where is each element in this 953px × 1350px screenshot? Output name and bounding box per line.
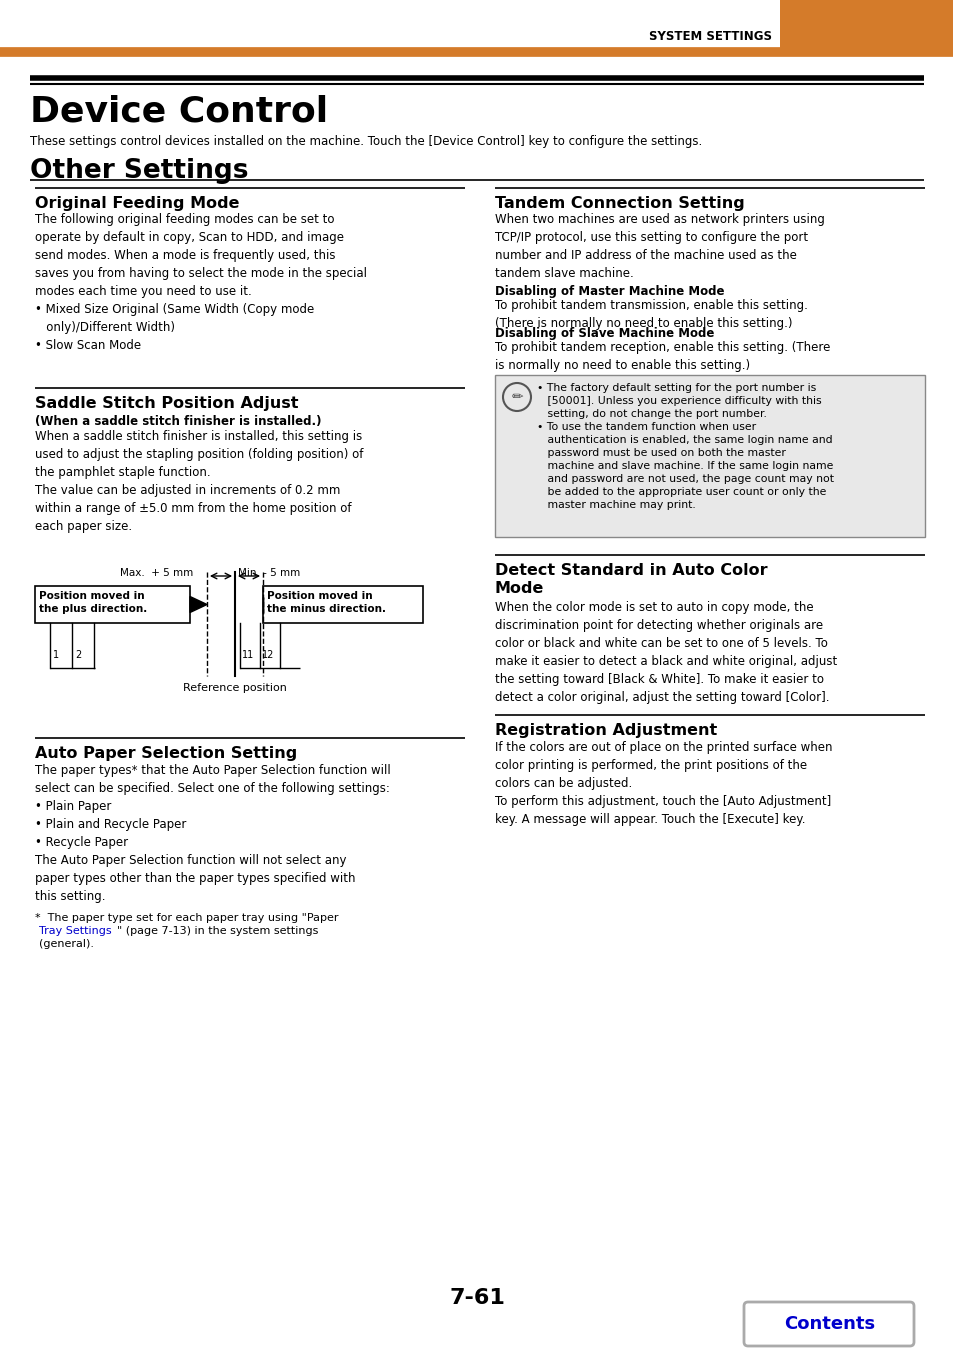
Text: To prohibit tandem reception, enable this setting. (There
is normally no need to: To prohibit tandem reception, enable thi…	[495, 342, 829, 373]
Text: When two machines are used as network printers using
TCP/IP protocol, use this s: When two machines are used as network pr…	[495, 213, 824, 279]
Text: The following original feeding modes can be set to
operate by default in copy, S: The following original feeding modes can…	[35, 213, 367, 352]
Text: Device Control: Device Control	[30, 95, 328, 130]
Text: 7-61: 7-61	[449, 1288, 504, 1308]
FancyBboxPatch shape	[743, 1301, 913, 1346]
Text: Other Settings: Other Settings	[30, 158, 248, 184]
Text: ✏: ✏	[511, 390, 522, 404]
Text: When a saddle stitch finisher is installed, this setting is
used to adjust the s: When a saddle stitch finisher is install…	[35, 431, 363, 533]
Text: When the color mode is set to auto in copy mode, the
discrimination point for de: When the color mode is set to auto in co…	[495, 601, 837, 703]
Text: SYSTEM SETTINGS: SYSTEM SETTINGS	[648, 30, 771, 43]
Text: Tandem Connection Setting: Tandem Connection Setting	[495, 196, 744, 211]
Text: Original Feeding Mode: Original Feeding Mode	[35, 196, 239, 211]
Text: Position moved in
the minus direction.: Position moved in the minus direction.	[267, 591, 386, 614]
Text: 1: 1	[53, 649, 59, 660]
Polygon shape	[495, 375, 924, 537]
Text: Saddle Stitch Position Adjust: Saddle Stitch Position Adjust	[35, 396, 298, 410]
Text: Disabling of Master Machine Mode: Disabling of Master Machine Mode	[495, 285, 723, 298]
Text: " (page 7-13) in the system settings: " (page 7-13) in the system settings	[117, 926, 318, 936]
Text: Detect Standard in Auto Color: Detect Standard in Auto Color	[495, 563, 767, 578]
Text: Registration Adjustment: Registration Adjustment	[495, 724, 717, 738]
Text: (When a saddle stitch finisher is installed.): (When a saddle stitch finisher is instal…	[35, 414, 321, 428]
Text: (general).: (general).	[39, 940, 94, 949]
Text: *  The paper type set for each paper tray using "Paper: * The paper type set for each paper tray…	[35, 913, 338, 923]
Text: Tray Settings: Tray Settings	[39, 926, 112, 936]
Text: Position moved in
the plus direction.: Position moved in the plus direction.	[39, 591, 147, 614]
Text: Disabling of Slave Machine Mode: Disabling of Slave Machine Mode	[495, 327, 714, 340]
Text: The paper types* that the Auto Paper Selection function will
select can be speci: The paper types* that the Auto Paper Sel…	[35, 764, 391, 903]
Text: Contents: Contents	[783, 1315, 875, 1332]
Text: These settings control devices installed on the machine. Touch the [Device Contr: These settings control devices installed…	[30, 135, 701, 148]
Text: 11: 11	[242, 649, 254, 660]
Polygon shape	[780, 0, 953, 53]
Text: Max.  + 5 mm: Max. + 5 mm	[120, 568, 193, 578]
Polygon shape	[190, 597, 207, 613]
Text: 2: 2	[75, 649, 81, 660]
Text: Reference position: Reference position	[183, 683, 287, 693]
Text: Min. - 5 mm: Min. - 5 mm	[237, 568, 300, 578]
Text: To prohibit tandem transmission, enable this setting.
(There is normally no need: To prohibit tandem transmission, enable …	[495, 298, 807, 329]
Text: Mode: Mode	[495, 580, 544, 595]
Text: • The factory default setting for the port number is
   [50001]. Unless you expe: • The factory default setting for the po…	[537, 383, 833, 510]
Text: If the colors are out of place on the printed surface when
color printing is per: If the colors are out of place on the pr…	[495, 741, 832, 826]
Text: 12: 12	[262, 649, 274, 660]
Text: Auto Paper Selection Setting: Auto Paper Selection Setting	[35, 747, 297, 761]
